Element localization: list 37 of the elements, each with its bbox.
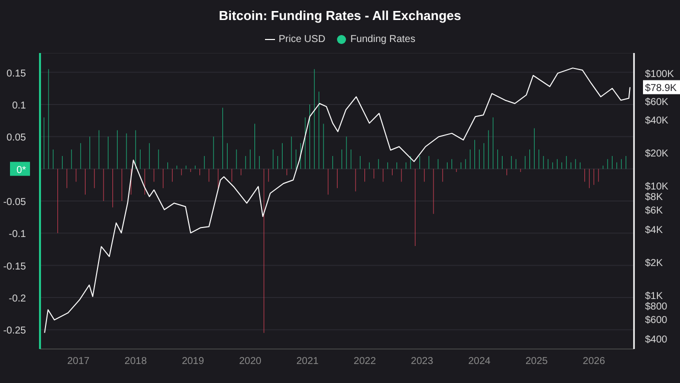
y-tick-label: -0.25: [3, 326, 26, 337]
y2-tick-label: $2K: [645, 258, 664, 269]
y2-tick-label: $40K: [645, 115, 669, 126]
x-tick-label: 2020: [239, 356, 262, 368]
x-tick-label: 2018: [124, 356, 148, 368]
y2-tick-label: $600: [645, 315, 668, 326]
line-series: [44, 68, 630, 334]
y2-tick-label: $10K: [645, 181, 669, 192]
y2-tick-label: $60K: [645, 97, 669, 108]
y2-tick-label: $20K: [645, 148, 669, 160]
x-tick-label: 2026: [582, 356, 606, 368]
legend-label: Funding Rates: [350, 34, 416, 45]
y-tick-label: -0.15: [3, 261, 26, 272]
y2-tick-label: $800: [645, 301, 668, 312]
y-tick-label: 0.15: [6, 68, 26, 80]
y-tick-label: 0.1: [12, 100, 26, 112]
y-tick-label: 0*: [16, 164, 26, 176]
y-tick-label: 0.05: [6, 132, 26, 144]
y2-tick-label: $78.9K: [645, 83, 678, 94]
x-tick-label: 2019: [182, 356, 204, 368]
legend-label: Price USD: [278, 34, 326, 45]
x-tick-label: 2023: [410, 356, 434, 368]
y2-tick-label: $400: [645, 334, 668, 346]
chart-title: Bitcoin: Funding Rates - All Exchanges: [218, 8, 462, 23]
y2-tick-label: $1K: [645, 290, 664, 302]
y-tick-label: -0.1: [8, 229, 26, 240]
x-tick-label: 2025: [526, 356, 548, 368]
x-tick-label: 2024: [468, 356, 491, 368]
y2-tick-label: $6K: [645, 206, 664, 217]
x-tick-label: 2021: [296, 356, 320, 368]
y2-tick-label: $8K: [645, 192, 664, 203]
x-tick-label: 2022: [354, 356, 376, 368]
y2-tick-label: $100K: [645, 69, 674, 80]
y-tick-label: -0.05: [3, 197, 26, 208]
x-tick-label: 2017: [67, 356, 90, 368]
y-tick-label: -0.2: [8, 294, 26, 305]
y2-tick-label: $4K: [645, 224, 664, 236]
